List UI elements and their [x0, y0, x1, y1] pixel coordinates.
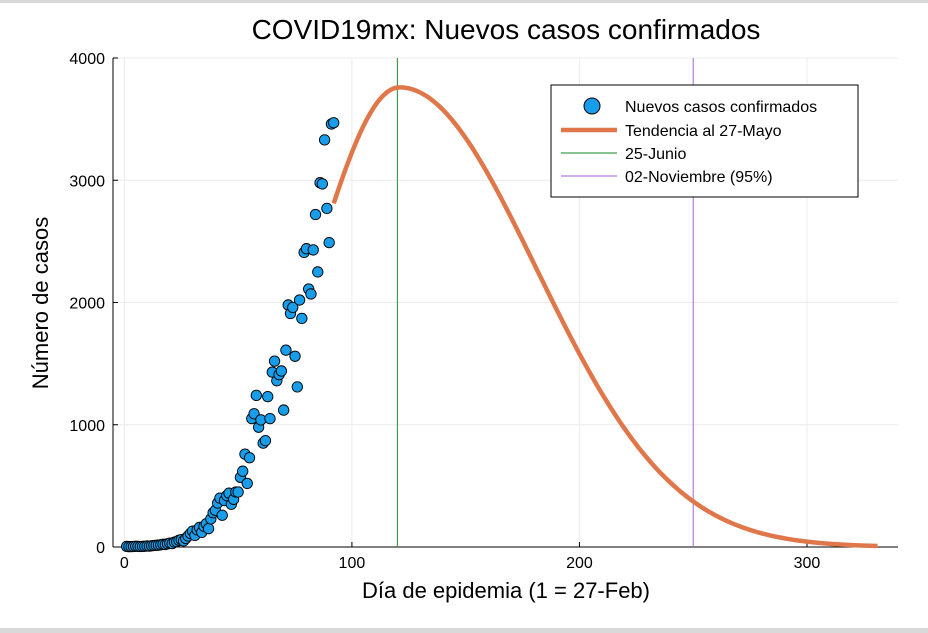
data-point [291, 381, 303, 393]
data-point [202, 523, 215, 535]
data-point [278, 404, 290, 416]
data-point [287, 301, 299, 314]
x-tick-label: 0 [120, 555, 129, 572]
data-point [312, 266, 324, 278]
data-point [268, 355, 281, 367]
legend-label-scatter: Nuevos casos confirmados [625, 99, 817, 116]
legend-box [550, 84, 859, 198]
data-point [296, 312, 308, 325]
window-top-border [0, 0, 928, 3]
legend-marker-scatter [583, 97, 601, 115]
data-point [318, 134, 331, 146]
window-bottom-border [0, 628, 928, 633]
legend-label-nov: 02-Noviembre (95%) [625, 169, 773, 186]
x-tick-label: 300 [794, 555, 821, 572]
y-tick-label: 3000 [69, 173, 105, 190]
data-point [275, 365, 288, 377]
legend-label-trend: Tendencia al 27-Mayo [625, 123, 782, 140]
x-tick-label: 100 [339, 555, 366, 572]
data-point [259, 434, 272, 447]
data-point [321, 202, 333, 215]
legend: Nuevos casos confirmados Tendencia al 27… [550, 84, 859, 198]
series-layer [121, 58, 878, 553]
data-point [250, 389, 262, 402]
data-point [237, 465, 249, 477]
data-point [262, 390, 274, 403]
y-tick-label: 4000 [69, 51, 105, 68]
x-tick-label: 200 [566, 555, 593, 572]
y-tick-label: 2000 [69, 296, 105, 313]
data-point [316, 178, 328, 190]
data-point [328, 117, 340, 129]
data-point [216, 509, 228, 521]
data-point [305, 288, 317, 300]
data-point [307, 244, 319, 256]
trend-line [331, 85, 878, 549]
y-tick-label: 0 [96, 540, 105, 557]
y-axis-label: Número de casos [28, 217, 53, 389]
data-point [323, 236, 335, 249]
data-point [243, 452, 256, 464]
data-point [309, 208, 322, 221]
data-point [241, 477, 253, 490]
data-point [280, 344, 292, 356]
legend-label-june: 25-Junio [625, 146, 686, 163]
chart-title: COVID19mx: Nuevos casos confirmados [252, 14, 761, 45]
y-tick-label: 1000 [69, 418, 105, 435]
x-axis-label: Día de epidemia (1 = 27-Feb) [362, 578, 650, 603]
data-point [293, 294, 306, 306]
data-point [264, 412, 276, 425]
data-point [289, 350, 301, 362]
data-point [232, 486, 244, 498]
